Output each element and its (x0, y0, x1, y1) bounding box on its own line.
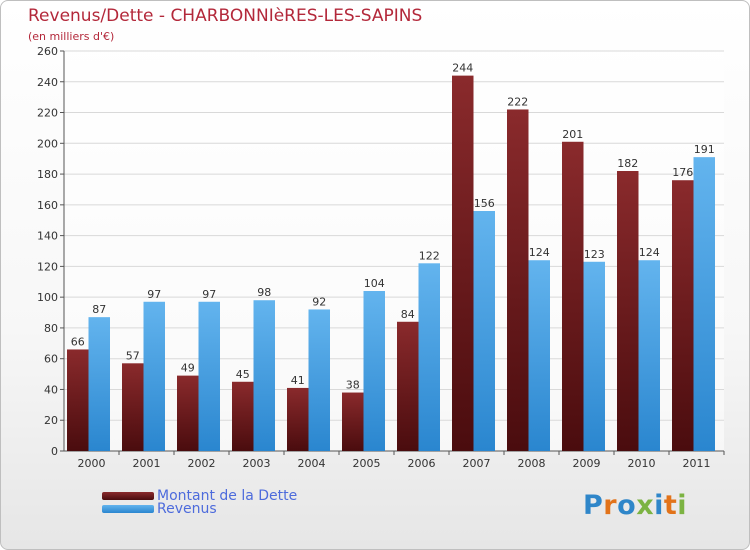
y-tick-label: 160 (37, 199, 58, 212)
value-label-revenus: 97 (147, 288, 161, 301)
value-label-revenus: 92 (312, 295, 326, 308)
logo-letter: P (583, 490, 604, 521)
bar-debt (342, 392, 364, 451)
y-tick-label: 260 (37, 45, 58, 58)
value-label-debt: 66 (71, 335, 85, 348)
logo-letter: o (617, 490, 637, 521)
value-label-revenus: 124 (529, 246, 550, 259)
bar-revenus (528, 260, 550, 451)
value-label-revenus: 87 (92, 303, 106, 316)
x-tick-label: 2009 (573, 457, 601, 470)
logo-letter: t (663, 490, 678, 521)
bar-debt (177, 375, 199, 451)
bar-debt (122, 363, 144, 451)
value-label-debt: 41 (291, 374, 305, 387)
bar-revenus (143, 301, 165, 451)
legend-swatch-debt (102, 492, 154, 500)
value-label-debt: 57 (126, 349, 140, 362)
bar-revenus (473, 211, 495, 451)
plot-area (64, 51, 724, 451)
bar-debt (672, 180, 694, 451)
value-label-debt: 38 (346, 379, 360, 392)
value-label-debt: 182 (617, 157, 638, 170)
x-tick-label: 2000 (78, 457, 106, 470)
value-label-debt: 176 (672, 166, 693, 179)
y-tick-label: 200 (37, 137, 58, 150)
logo-letter: x (636, 490, 655, 521)
x-tick-label: 2011 (683, 457, 711, 470)
proxiti-logo: Proxiti (583, 490, 687, 521)
value-label-debt: 84 (401, 308, 415, 321)
legend-item-revenus: Revenus (102, 501, 217, 517)
x-tick-label: 2008 (518, 457, 546, 470)
value-label-revenus: 98 (257, 286, 271, 299)
y-tick-label: 240 (37, 76, 58, 89)
x-tick-label: 2001 (133, 457, 161, 470)
y-tick-label: 180 (37, 168, 58, 181)
y-tick-label: 80 (44, 322, 58, 335)
bar-revenus (308, 309, 330, 451)
logo-letter: i (654, 490, 664, 521)
value-label-revenus: 124 (639, 246, 660, 259)
x-tick-label: 2004 (298, 457, 326, 470)
x-tick-label: 2010 (628, 457, 656, 470)
value-label-revenus: 97 (202, 288, 216, 301)
value-label-revenus: 123 (584, 248, 605, 261)
bar-debt (452, 75, 474, 451)
value-label-debt: 201 (562, 128, 583, 141)
bar-debt (562, 141, 584, 451)
value-label-revenus: 104 (364, 277, 385, 290)
x-tick-label: 2003 (243, 457, 271, 470)
y-tick-label: 20 (44, 414, 58, 427)
bar-revenus (693, 157, 715, 451)
value-label-debt: 45 (236, 368, 250, 381)
y-tick-label: 100 (37, 291, 58, 304)
bar-revenus (88, 317, 110, 451)
y-tick-label: 0 (51, 445, 58, 458)
logo-letter: r (603, 490, 618, 521)
bar-debt (67, 349, 89, 451)
chart-subtitle: (en milliers d'€) (28, 30, 115, 43)
logo-letter: i (677, 490, 688, 521)
bar-revenus (363, 291, 385, 451)
value-label-debt: 244 (452, 62, 473, 75)
value-label-debt: 222 (507, 95, 528, 108)
x-tick-label: 2002 (188, 457, 216, 470)
bar-debt (232, 381, 254, 451)
x-tick-label: 2007 (463, 457, 491, 470)
bar-revenus (583, 261, 605, 451)
bar-debt (397, 321, 419, 451)
y-tick-label: 60 (44, 353, 58, 366)
legend-label-debt: Montant de la Dette (157, 488, 298, 504)
bar-revenus (253, 300, 275, 451)
legend-item-debt: Montant de la Dette (102, 488, 297, 504)
y-tick-label: 40 (44, 383, 58, 396)
bar-revenus (638, 260, 660, 451)
value-label-revenus: 122 (419, 249, 440, 262)
x-tick-label: 2006 (408, 457, 436, 470)
y-tick-label: 220 (37, 107, 58, 120)
value-label-revenus: 156 (474, 197, 495, 210)
legend-swatch-revenus (102, 505, 154, 513)
value-label-debt: 49 (181, 362, 195, 375)
bar-debt (617, 171, 639, 451)
legend-label-revenus: Revenus (157, 501, 217, 517)
bar-debt (287, 387, 309, 451)
bar-debt (507, 109, 529, 451)
y-tick-label: 140 (37, 230, 58, 243)
bar-revenus (418, 263, 440, 451)
x-tick-label: 2005 (353, 457, 381, 470)
y-tick-label: 120 (37, 260, 58, 273)
bar-revenus (198, 301, 220, 451)
chart-title: Revenus/Dette - CHARBONNIèRES-LES-SAPINS (28, 6, 423, 26)
value-label-revenus: 191 (694, 143, 715, 156)
